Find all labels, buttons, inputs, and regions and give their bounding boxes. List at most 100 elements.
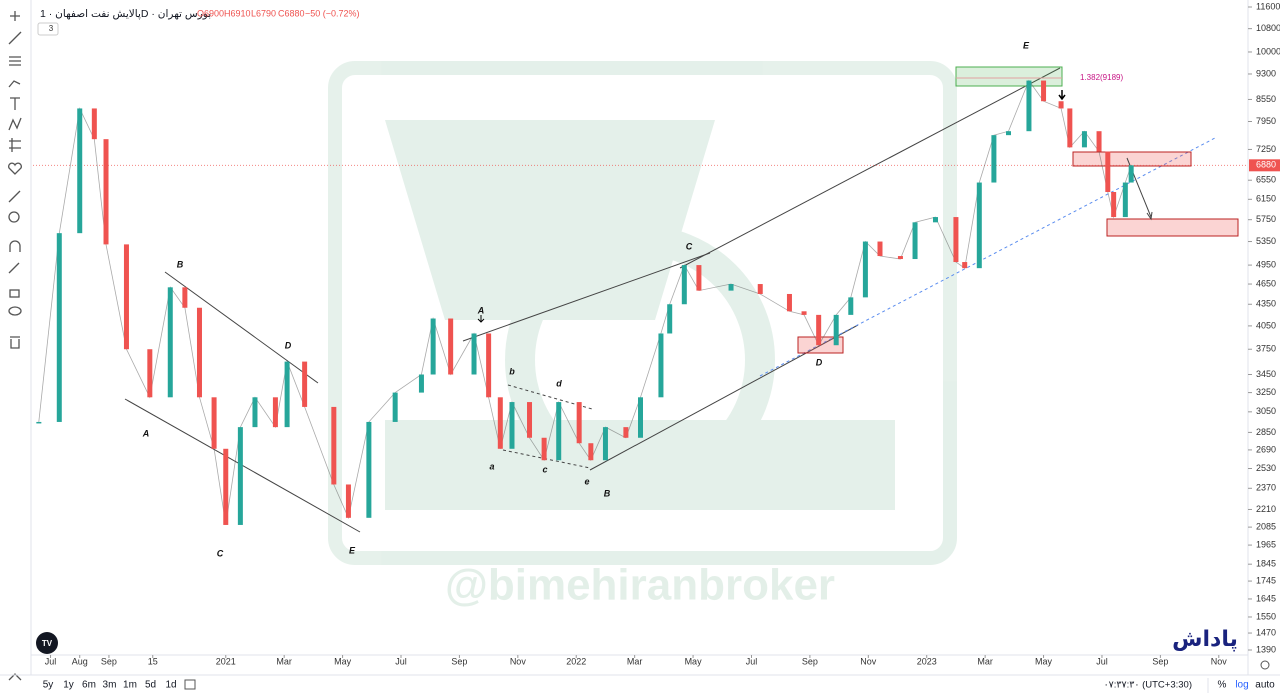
wave-label: A (142, 428, 150, 438)
indicator-badge[interactable] (37, 22, 59, 36)
range-button[interactable]: 1y (63, 680, 74, 691)
collapse-tool[interactable] (8, 673, 22, 681)
candle (302, 361, 308, 407)
x-tick-label: Sep (1152, 656, 1168, 666)
y-tick-label: 5350 (1256, 236, 1276, 246)
x-tick-label: Sep (802, 656, 818, 666)
drawing-mode-tool[interactable] (8, 262, 20, 274)
measure-tool[interactable] (8, 190, 21, 203)
candle (486, 333, 492, 398)
candle (667, 304, 673, 334)
y-tick-label: 10000 (1256, 46, 1280, 56)
fib-tool[interactable] (9, 56, 21, 66)
range-button[interactable]: 3m (103, 680, 117, 691)
symbol-title[interactable]: پالایش نفت اصفهان · 1D · بورس تهران (40, 8, 211, 20)
x-tick-label: Nov (1211, 656, 1228, 666)
watermark-logo (328, 61, 957, 565)
watermark-text: @bimehiranbroker (445, 561, 835, 610)
crosshair-tool[interactable] (10, 11, 20, 21)
y-tick-label: 2850 (1256, 427, 1276, 437)
x-tick-label: 2022 (566, 656, 586, 666)
candle (848, 297, 854, 315)
wave-label: E (1023, 40, 1030, 50)
candle (345, 484, 351, 518)
settings-button[interactable] (1260, 660, 1270, 670)
candle (962, 262, 968, 269)
wave-label: C (686, 241, 693, 251)
y-tick-label: 1550 (1256, 611, 1276, 621)
x-tick-label: May (334, 656, 352, 666)
candle (366, 421, 372, 518)
auto-button[interactable]: auto (1255, 680, 1275, 691)
x-tick-label: Nov (510, 656, 527, 666)
y-tick-label: 4350 (1256, 299, 1276, 309)
candle (681, 265, 687, 305)
delete-tool[interactable] (10, 336, 20, 349)
candle (1081, 131, 1087, 148)
lock-tool[interactable] (9, 289, 20, 298)
x-tick-label: 2023 (917, 656, 937, 666)
range-button[interactable]: 5y (43, 680, 54, 691)
y-tick-label: 7950 (1256, 116, 1276, 126)
x-tick-label: Mar (276, 656, 292, 666)
y-tick-label: 1745 (1256, 575, 1276, 585)
y-tick-label: 10800 (1256, 23, 1280, 33)
x-tick-label: Jul (45, 656, 57, 666)
candle (932, 217, 938, 223)
log-button[interactable]: log (1235, 680, 1248, 691)
candle (833, 314, 839, 346)
candle (556, 402, 562, 461)
text-tool[interactable] (10, 97, 20, 110)
candle (471, 333, 477, 375)
pattern-tool[interactable] (8, 117, 22, 131)
y-tick-label: 11600 (1256, 1, 1280, 11)
candle (623, 427, 629, 438)
visibility-tool[interactable] (8, 306, 22, 316)
y-tick-label: 1470 (1256, 627, 1276, 637)
candle (602, 427, 608, 461)
candle (897, 256, 903, 260)
brush-tool[interactable] (8, 80, 21, 88)
candle (284, 361, 290, 428)
wave-label: B (604, 488, 611, 498)
zoom-tool[interactable] (8, 211, 20, 223)
wave-label: c (542, 464, 547, 474)
range-button[interactable]: 1d (165, 680, 176, 691)
y-tick-label: 9300 (1256, 68, 1276, 78)
candle (541, 437, 547, 461)
candle (103, 139, 109, 245)
magnet-tool[interactable] (9, 240, 21, 252)
y-tick-label: 2210 (1256, 504, 1276, 514)
toolbar-icons[interactable] (8, 11, 22, 681)
x-tick-label: Sep (451, 656, 467, 666)
percent-button[interactable]: % (1218, 680, 1227, 691)
candle (1111, 192, 1117, 218)
wave-label: B (177, 259, 184, 269)
candle (816, 314, 822, 346)
favorites-tool[interactable] (8, 162, 22, 175)
prediction-tool[interactable] (9, 138, 21, 152)
y-tick-label: 7250 (1256, 144, 1276, 154)
candle (588, 443, 594, 461)
candle (252, 397, 258, 428)
date-range-button[interactable] (184, 679, 196, 690)
x-tick-label: May (685, 656, 703, 666)
candle (801, 311, 807, 315)
range-button[interactable]: 6m (82, 680, 96, 691)
candle (976, 182, 982, 269)
y-tick-label: 4050 (1256, 320, 1276, 330)
range-button[interactable]: 5d (145, 680, 156, 691)
candle (658, 333, 664, 398)
price-marker (1249, 159, 1280, 172)
wave-label: a (489, 461, 494, 471)
y-tick-label: 1645 (1256, 593, 1276, 603)
range-button[interactable]: 1m (123, 680, 137, 691)
ohlc-change: −50 (−0.72%) (305, 8, 360, 18)
candle (1041, 80, 1047, 102)
trendline-tool[interactable] (8, 31, 22, 45)
x-tick-label: 2021 (216, 656, 236, 666)
candle (1058, 101, 1064, 109)
candle (167, 287, 173, 398)
candle (1105, 151, 1111, 193)
